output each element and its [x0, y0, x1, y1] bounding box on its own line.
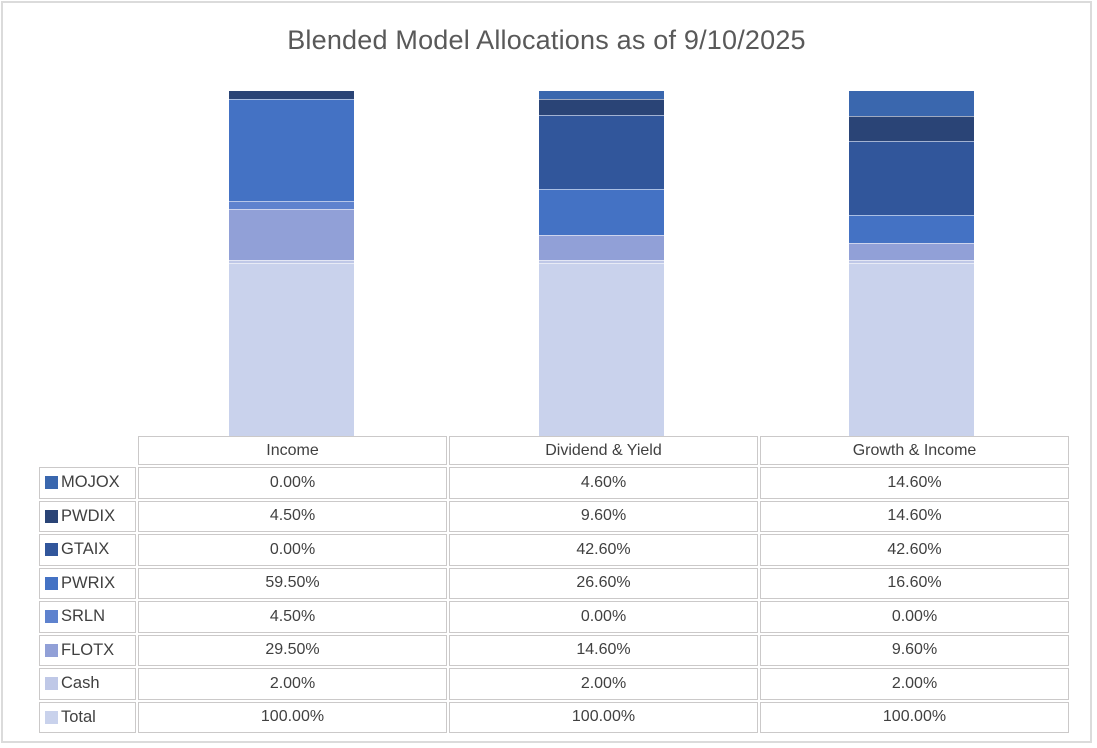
bar-segment-cash [848, 260, 974, 264]
value-cell-pwdix-growth-income: 14.60% [760, 500, 1069, 532]
value-cell-flotx-dividend-yield: 14.60% [449, 634, 758, 666]
bar-slot-growth-income [756, 91, 1066, 436]
bar-slot-income [137, 91, 447, 436]
bar-segment-gtaix [848, 141, 974, 215]
bar-segment-pwdix [848, 116, 974, 142]
legend-label-gtaix: GTAIX [61, 540, 110, 559]
value-cell-flotx-growth-income: 9.60% [760, 634, 1069, 666]
legend-cell-mojox: MOJOX [39, 467, 136, 499]
value-cell-gtaix-growth-income: 42.60% [760, 534, 1069, 566]
legend-cell-srln: SRLN [39, 601, 136, 633]
value-cell-flotx-income: 29.50% [138, 634, 447, 666]
bar-segment-flotx [848, 243, 974, 260]
legend-label-flotx: FLOTX [61, 640, 115, 659]
column-header-growth-income: Growth & Income [760, 436, 1069, 465]
legend-label-srln: SRLN [61, 607, 106, 626]
bar-segment-srln [229, 201, 355, 210]
legend-swatch-total [45, 710, 58, 724]
stacked-bar-dividend-yield [539, 91, 664, 436]
value-cell-gtaix-dividend-yield: 42.60% [449, 534, 758, 566]
value-cell-mojox-income: 0.00% [138, 467, 447, 499]
bar-segment-mojox [539, 91, 664, 99]
value-cell-total-dividend-yield: 100.00% [449, 701, 758, 733]
table-corner-cell [39, 436, 136, 465]
value-cell-pwrix-growth-income: 16.60% [760, 567, 1069, 599]
plot-area [137, 91, 1066, 436]
bar-segment-pwrix [848, 214, 974, 244]
bar-segment-pwdix [229, 91, 355, 99]
value-cell-pwdix-income: 4.50% [138, 500, 447, 532]
bar-segment-mojox [848, 91, 974, 117]
value-cell-total-income: 100.00% [138, 701, 447, 733]
legend-cell-total: Total [39, 701, 136, 733]
value-cell-mojox-growth-income: 14.60% [760, 467, 1069, 499]
legend-swatch-pwdix [45, 509, 58, 523]
legend-label-cash: Cash [61, 674, 100, 693]
legend-swatch-cash [45, 677, 58, 691]
legend-swatch-gtaix [45, 543, 58, 557]
value-cell-srln-income: 4.50% [138, 601, 447, 633]
value-cell-pwdix-dividend-yield: 9.60% [449, 500, 758, 532]
value-cell-srln-growth-income: 0.00% [760, 601, 1069, 633]
legend-cell-cash: Cash [39, 668, 136, 700]
legend-cell-pwdix: PWDIX [39, 500, 136, 532]
bar-segment-total [539, 263, 664, 436]
column-header-income: Income [138, 436, 447, 465]
legend-cell-pwrix: PWRIX [39, 567, 136, 599]
bar-segment-cash [539, 260, 664, 264]
value-cell-cash-income: 2.00% [138, 668, 447, 700]
legend-label-mojox: MOJOX [61, 473, 120, 492]
bar-segment-gtaix [539, 115, 664, 189]
bar-segment-total [229, 263, 355, 436]
value-cell-total-growth-income: 100.00% [760, 701, 1069, 733]
bar-segment-pwrix [539, 188, 664, 235]
legend-swatch-srln [45, 610, 58, 624]
bar-segment-flotx [229, 209, 355, 260]
legend-cell-flotx: FLOTX [39, 634, 136, 666]
stacked-bar-income [229, 91, 355, 436]
legend-label-pwrix: PWRIX [61, 573, 116, 592]
value-cell-cash-growth-income: 2.00% [760, 668, 1069, 700]
chart-data-table: Income Dividend & Yield Growth & Income MOJ… [39, 436, 1069, 733]
legend-label-total: Total [61, 707, 96, 726]
chart-title: Blended Model Allocations as of 9/10/202… [287, 25, 806, 55]
legend-swatch-pwrix [45, 576, 58, 590]
bar-slot-dividend-yield [447, 91, 757, 436]
column-header-dividend-yield: Dividend & Yield [449, 436, 758, 465]
value-cell-mojox-dividend-yield: 4.60% [449, 467, 758, 499]
value-cell-cash-dividend-yield: 2.00% [449, 668, 758, 700]
bar-segment-cash [229, 260, 355, 264]
value-cell-pwrix-dividend-yield: 26.60% [449, 567, 758, 599]
legend-swatch-flotx [45, 643, 58, 657]
bar-segment-pwrix [229, 98, 355, 202]
stacked-bar-growth-income [848, 91, 974, 436]
value-cell-pwrix-income: 59.50% [138, 567, 447, 599]
bar-segment-total [848, 263, 974, 436]
value-cell-gtaix-income: 0.00% [138, 534, 447, 566]
legend-swatch-mojox [45, 476, 58, 490]
bar-segment-flotx [539, 234, 664, 260]
legend-cell-gtaix: GTAIX [39, 534, 136, 566]
value-cell-srln-dividend-yield: 0.00% [449, 601, 758, 633]
bar-segment-pwdix [539, 98, 664, 116]
legend-label-pwdix: PWDIX [61, 506, 116, 525]
